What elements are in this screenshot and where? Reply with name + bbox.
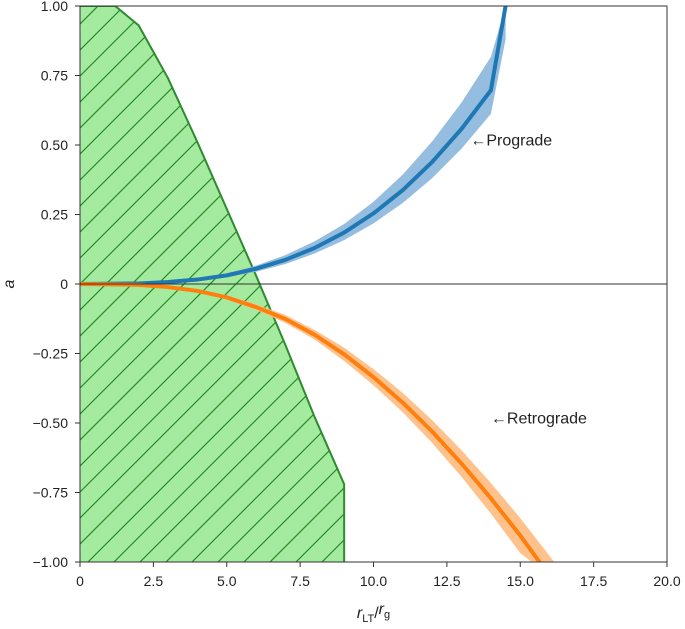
y-tick-label: −0.75	[33, 485, 69, 501]
hatched-region-edge	[80, 6, 346, 562]
x-tick-label: 15.0	[507, 573, 534, 589]
prograde-annotation: ←Prograde	[470, 132, 552, 149]
retrograde-annotation: ←Retrograde	[491, 410, 587, 427]
prograde-line	[80, 6, 508, 286]
plot-area	[80, 6, 555, 562]
x-tick-label: 2.5	[144, 573, 164, 589]
y-tick-label: 0.25	[41, 207, 68, 223]
retrograde-band	[80, 284, 555, 562]
x-tick-label: 17.5	[580, 573, 607, 589]
x-tick-label: 7.5	[290, 573, 310, 589]
x-tick-label: 0	[76, 573, 84, 589]
x-axis-label-part: LT	[362, 613, 374, 625]
x-axis-label-part: g	[384, 609, 390, 621]
y-tick-label: 1.00	[41, 0, 68, 14]
x-tick-label: 20.0	[653, 573, 680, 589]
x-tick-label: 10.0	[360, 573, 387, 589]
x-tick-label: 5.0	[217, 573, 237, 589]
x-axis-label: rLT/rg	[357, 601, 390, 625]
y-tick-label: −0.50	[33, 415, 69, 431]
x-axis-label-part: /	[374, 605, 379, 622]
y-tick-label: −1.00	[33, 554, 69, 570]
y-tick-label: −0.25	[33, 346, 69, 362]
x-axis-label-part: r	[357, 605, 363, 622]
y-tick-label: 0.75	[41, 68, 68, 84]
x-axis-label-part: r	[379, 601, 385, 618]
axes	[75, 5, 668, 567]
retrograde-line	[80, 282, 542, 562]
y-tick-label: 0.50	[41, 137, 68, 153]
x-tick-label: 12.5	[433, 573, 460, 589]
y-tick-label: 0	[60, 276, 68, 292]
y-axis-label: a	[1, 279, 18, 288]
